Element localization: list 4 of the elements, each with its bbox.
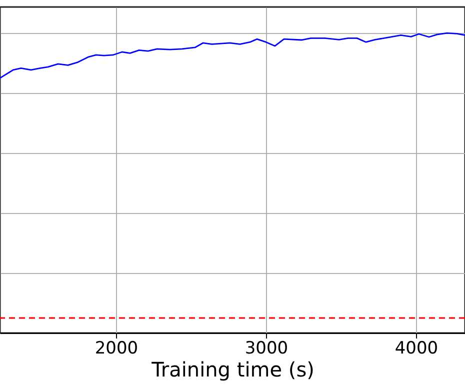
x-axis-title: Training time (s)	[150, 358, 314, 382]
x-tick-label: 4000	[394, 338, 438, 358]
x-tick-label: 3000	[244, 338, 288, 358]
x-tick-label: 2000	[94, 338, 138, 358]
